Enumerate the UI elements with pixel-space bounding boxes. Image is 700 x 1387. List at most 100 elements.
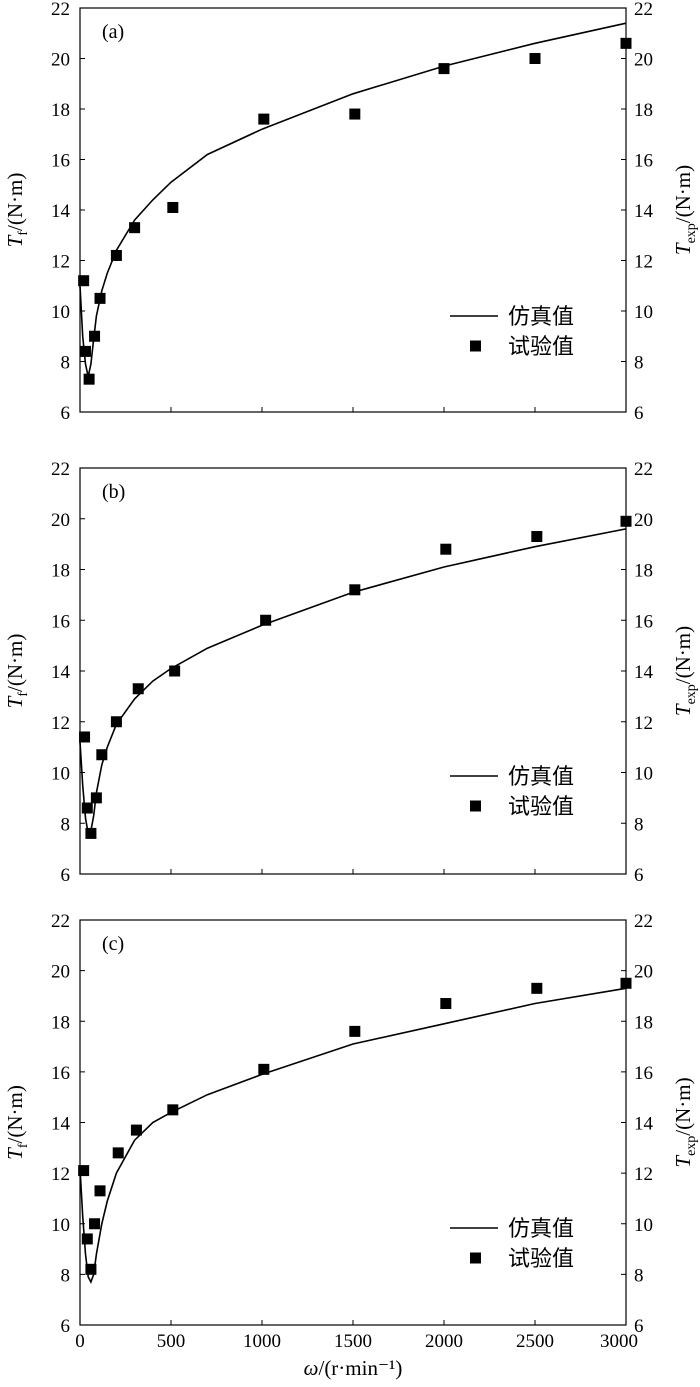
experimental-marker [167, 201, 179, 213]
y-tick-label-left: 18 [51, 561, 70, 582]
x-tick-label: 0 [75, 1331, 85, 1352]
legend-label-experimental: 试验值 [508, 335, 574, 360]
experimental-marker [90, 792, 102, 804]
y-tick-label-right: 20 [634, 510, 653, 531]
y-tick-label-right: 16 [634, 1063, 653, 1084]
y-axis-label-right: Texp/(N·m) [671, 1077, 699, 1167]
experimental-marker [531, 982, 543, 994]
y-axis-label-right: Texp/(N·m) [671, 165, 699, 255]
experimental-marker [260, 614, 272, 626]
y-axis-label-left: Tf/(N·m) [3, 634, 31, 709]
y-tick-label-left: 18 [51, 100, 70, 121]
y-tick-label-left: 10 [51, 1215, 70, 1236]
experimental-marker [83, 373, 95, 385]
y-tick-label-left: 16 [51, 611, 70, 632]
x-tick-label: 500 [157, 1331, 186, 1352]
y-tick-label-right: 8 [634, 814, 644, 835]
chart-panel-3: 0 500 1000 1500 2000 2500 3000 ω/(r·min⁻¹) 6 6 8 8 1… [3, 911, 699, 1380]
y-tick-label-right: 12 [634, 1164, 653, 1185]
y-tick-label-left: 18 [51, 1012, 70, 1033]
y-tick-label-left: 16 [51, 151, 70, 172]
y-tick-label-left: 22 [51, 0, 70, 20]
chart-panel-2: 6 6 8 8 10 10 12 12 14 14 16 16 18 18 20 20 22 22 Tf/(N·m)… [3, 459, 699, 886]
experimental-marker [438, 63, 450, 75]
y-tick-label-left: 16 [51, 1063, 70, 1084]
y-tick-label-left: 14 [51, 201, 71, 222]
y-tick-label-right: 10 [634, 764, 653, 785]
y-tick-label-right: 20 [634, 962, 653, 983]
experimental-marker [110, 716, 122, 728]
experimental-marker [94, 1185, 106, 1197]
experimental-marker [78, 275, 90, 287]
experimental-marker [112, 1147, 124, 1159]
x-tick-label: 1000 [243, 1331, 281, 1352]
experimental-marker [94, 292, 106, 304]
experimental-marker [258, 113, 270, 125]
y-tick-label-right: 18 [634, 1012, 653, 1033]
y-tick-label-left: 8 [61, 814, 71, 835]
y-tick-label-right: 14 [634, 1114, 654, 1135]
y-tick-label-right: 8 [634, 353, 644, 374]
legend-marker-swatch [470, 800, 481, 812]
y-tick-label-right: 22 [634, 911, 653, 932]
y-tick-label-right: 22 [634, 0, 653, 20]
y-tick-label-right: 12 [634, 252, 653, 273]
experimental-marker [129, 222, 141, 234]
y-tick-label-right: 22 [634, 459, 653, 480]
y-axis-label-left: Tf/(N·m) [3, 173, 31, 248]
chart-panel-1: 6 6 8 8 10 10 12 12 14 14 16 16 18 18 20 20 22 22 Tf/(N·m)… [3, 0, 699, 424]
experimental-marker [531, 531, 543, 543]
y-tick-label-right: 12 [634, 713, 653, 734]
experimental-marker [85, 827, 97, 839]
experimental-marker [620, 977, 632, 989]
y-tick-label-right: 10 [634, 302, 653, 323]
x-tick-label: 2000 [425, 1331, 463, 1352]
experimental-marker [81, 802, 93, 814]
legend-label-simulated: 仿真值 [508, 765, 574, 790]
y-tick-label-left: 6 [61, 1316, 71, 1337]
experimental-marker [349, 108, 361, 120]
y-tick-label-left: 22 [51, 911, 70, 932]
y-tick-label-left: 14 [51, 662, 71, 683]
experimental-marker [89, 330, 101, 342]
legend-label-simulated: 仿真值 [508, 1217, 574, 1242]
y-tick-label-left: 14 [51, 1114, 71, 1135]
y-tick-label-right: 6 [634, 403, 644, 424]
y-tick-label-left: 22 [51, 459, 70, 480]
x-tick-label: 1500 [334, 1331, 372, 1352]
y-tick-label-right: 20 [634, 50, 653, 71]
experimental-marker [620, 515, 632, 527]
y-tick-label-right: 6 [634, 1316, 644, 1337]
y-tick-label-right: 10 [634, 1215, 653, 1236]
experimental-marker [130, 1124, 142, 1136]
experimental-marker [79, 345, 91, 357]
legend-label-simulated: 仿真值 [508, 305, 574, 330]
y-tick-label-right: 8 [634, 1265, 644, 1286]
y-tick-label-left: 6 [61, 865, 71, 886]
legend-label-experimental: 试验值 [508, 1247, 574, 1272]
experimental-marker [529, 53, 541, 64]
panel-label: (b) [102, 481, 125, 503]
x-tick-label: 3000 [600, 1331, 638, 1352]
experimental-marker [258, 1063, 270, 1075]
panel-label: (a) [102, 21, 124, 43]
experimental-marker [440, 998, 452, 1010]
legend-marker-swatch [470, 340, 481, 352]
experimental-marker [620, 37, 632, 49]
experimental-marker [81, 1233, 93, 1245]
experimental-marker [440, 543, 452, 555]
simulated-curve [79, 987, 627, 1284]
y-tick-label-left: 12 [51, 252, 70, 273]
y-tick-label-left: 20 [51, 510, 70, 531]
y-tick-label-left: 8 [61, 353, 71, 374]
experimental-marker [349, 584, 361, 596]
experimental-marker [78, 1165, 90, 1177]
legend-label-experimental: 试验值 [508, 795, 574, 820]
y-axis-label-right: Texp/(N·m) [671, 626, 699, 716]
x-tick-label: 2500 [516, 1331, 554, 1352]
x-axis-label: ω/(r·min⁻¹) [304, 1356, 403, 1380]
